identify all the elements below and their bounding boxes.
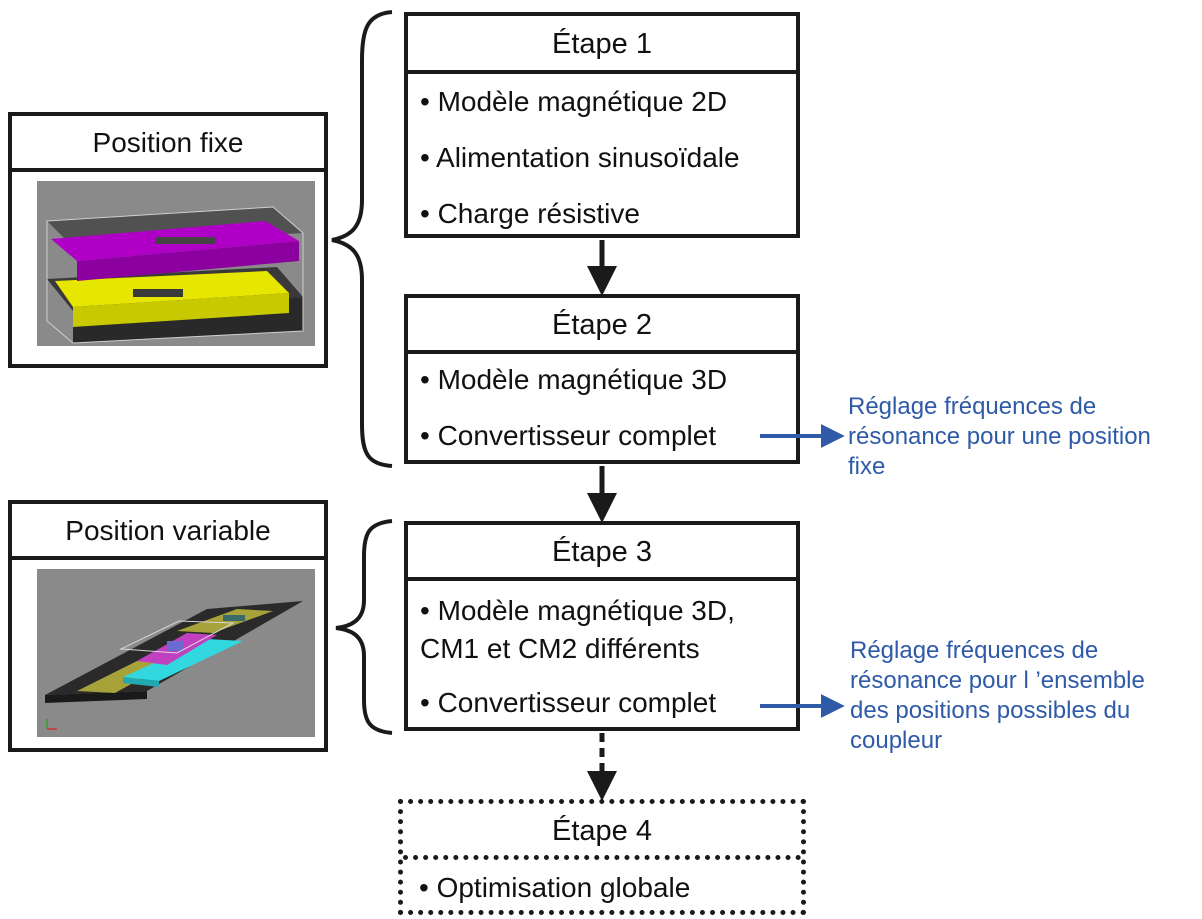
note-step3-line-3: des positions possibles du <box>850 697 1131 724</box>
note-step2-line-2: résonance pour une position <box>848 423 1151 450</box>
step-3-item-2: CM1 et CM2 différents <box>420 633 700 664</box>
position-variable-title: Position variable <box>12 504 324 560</box>
step-1-title: Étape 1 <box>408 16 796 74</box>
step-4-item-1: • Optimisation globale <box>419 872 691 903</box>
step-2-item-1: • Modèle magnétique 3D <box>420 364 728 395</box>
brace-fixed <box>331 10 393 468</box>
variable-coupler-render <box>37 569 315 737</box>
step-4-box: Étape 4 • Optimisation globale <box>398 799 806 915</box>
position-variable-box: Position variable <box>8 500 328 752</box>
step-3-item-3: • Convertisseur complet <box>420 687 717 718</box>
step-2-title: Étape 2 <box>408 298 796 354</box>
note-step3-line-1: Réglage fréquences de <box>850 637 1099 664</box>
step-1-item-3: • Charge résistive <box>420 198 640 229</box>
note-step2-line-3: fixe <box>848 453 886 480</box>
position-fixe-title: Position fixe <box>12 116 324 172</box>
step-3-title: Étape 3 <box>408 525 796 581</box>
step-1-item-1: • Modèle magnétique 2D <box>420 86 728 117</box>
note-step2-line-1: Réglage fréquences de <box>848 393 1097 420</box>
step-4-title: Étape 4 <box>403 804 801 860</box>
note-step3-line-2: résonance pour l ’ensemble <box>850 667 1145 694</box>
step-1-item-2: • Alimentation sinusoïdale <box>420 142 740 173</box>
step-3-item-1: • Modèle magnétique 3D, <box>420 595 735 626</box>
note-step2: Réglage fréquences de résonance pour une… <box>848 392 1151 482</box>
brace-variable <box>335 519 393 735</box>
fixed-coupler-render <box>37 181 315 346</box>
step-3-box: Étape 3 • Modèle magnétique 3D, CM1 et C… <box>404 521 800 731</box>
note-step3-line-4: coupleur <box>850 727 943 754</box>
step-1-box: Étape 1 • Modèle magnétique 2D • Aliment… <box>404 12 800 238</box>
note-step3: Réglage fréquences de résonance pour l ’… <box>850 636 1145 756</box>
step-2-box: Étape 2 • Modèle magnétique 3D • Convert… <box>404 294 800 464</box>
position-fixe-box: Position fixe <box>8 112 328 368</box>
step-2-item-2: • Convertisseur complet <box>420 420 717 451</box>
